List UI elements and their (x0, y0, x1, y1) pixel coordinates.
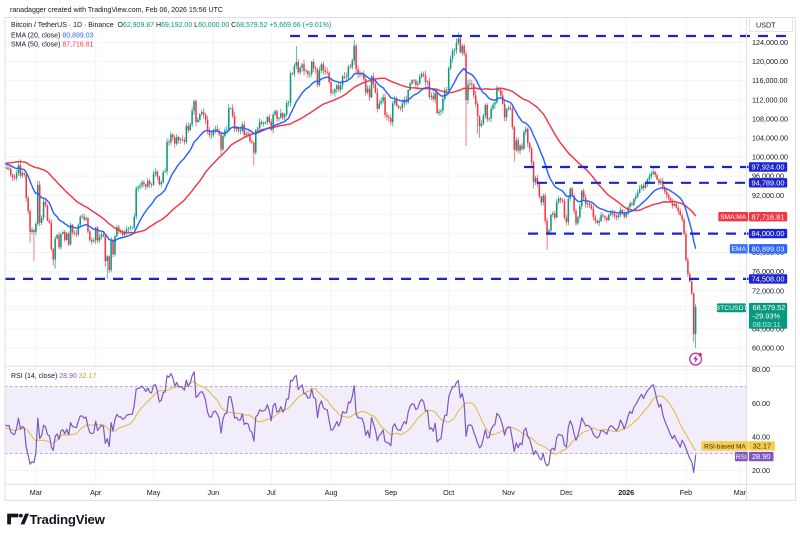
svg-text:94,789.00: 94,789.00 (752, 178, 785, 187)
svg-text:RSI (14, close) 28.90 32.17: RSI (14, close) 28.90 32.17 (11, 373, 96, 380)
svg-text:74,508.00: 74,508.00 (752, 275, 785, 284)
svg-text:USDT: USDT (756, 20, 776, 29)
svg-text:2026: 2026 (618, 488, 634, 497)
svg-text:60,000.00: 60,000.00 (752, 344, 784, 353)
svg-text:68,579.52: 68,579.52 (753, 303, 786, 312)
svg-text:Nov: Nov (502, 488, 515, 497)
svg-text:Aug: Aug (325, 488, 338, 497)
svg-text:112,000.00: 112,000.00 (752, 95, 787, 104)
svg-text:28.90: 28.90 (752, 452, 771, 461)
svg-text:96,000.00: 96,000.00 (752, 172, 784, 181)
svg-text:Jun: Jun (208, 488, 220, 497)
svg-text:97,924.00: 97,924.00 (752, 163, 785, 172)
svg-text:72,000.00: 72,000.00 (752, 286, 784, 295)
svg-text:64,000.00: 64,000.00 (752, 325, 784, 334)
svg-text:80,899.03: 80,899.03 (752, 244, 785, 253)
svg-text:EMA: EMA (732, 246, 747, 253)
svg-text:TradingView: TradingView (30, 512, 106, 527)
svg-text:32.17: 32.17 (753, 442, 772, 451)
svg-text:108,000.00: 108,000.00 (752, 114, 788, 123)
svg-text:May: May (147, 488, 161, 497)
svg-text:SMA (50, close) 87,716.81: SMA (50, close) 87,716.81 (11, 42, 94, 49)
svg-text:Bitcoin / TetherUS · 1D · Bina: Bitcoin / TetherUS · 1D · Binance O62,90… (11, 22, 331, 29)
svg-text:87,716.81: 87,716.81 (752, 212, 785, 221)
svg-text:Jul: Jul (267, 488, 277, 497)
svg-text:104,000.00: 104,000.00 (752, 134, 788, 143)
svg-text:Mar: Mar (30, 488, 43, 497)
svg-text:40.00: 40.00 (752, 432, 770, 441)
svg-text:84,000.00: 84,000.00 (752, 229, 785, 238)
svg-text:-29.93%: -29.93% (753, 312, 781, 321)
svg-text:BTCUSDT: BTCUSDT (716, 305, 748, 312)
svg-text:Sep: Sep (384, 488, 397, 497)
svg-text:SMA:MA: SMA:MA (720, 214, 747, 221)
svg-text:08:03:11: 08:03:11 (753, 320, 781, 329)
svg-text:Dec: Dec (560, 488, 573, 497)
svg-text:EMA (20, close) 80,899.03: EMA (20, close) 80,899.03 (11, 32, 94, 39)
svg-text:ranadagger created with Tradin: ranadagger created with TradingView.com,… (10, 7, 223, 14)
svg-text:76,000.00: 76,000.00 (752, 267, 784, 276)
svg-text:116,000.00: 116,000.00 (752, 76, 787, 85)
svg-text:120,000.00: 120,000.00 (752, 57, 788, 66)
svg-text:92,000.00: 92,000.00 (752, 191, 784, 200)
svg-text:Oct: Oct (443, 488, 454, 497)
svg-text:124,000.00: 124,000.00 (752, 38, 788, 47)
svg-text:Apr: Apr (90, 488, 102, 497)
svg-text:80.00: 80.00 (752, 365, 770, 374)
svg-text:60.00: 60.00 (752, 399, 770, 408)
svg-text:Feb: Feb (680, 488, 692, 497)
svg-text:100,000.00: 100,000.00 (752, 153, 788, 162)
svg-text:20.00: 20.00 (752, 466, 770, 475)
svg-text:RSI-based MA: RSI-based MA (704, 443, 746, 450)
svg-text:Mar: Mar (734, 488, 747, 497)
svg-text:RSI: RSI (736, 454, 747, 461)
